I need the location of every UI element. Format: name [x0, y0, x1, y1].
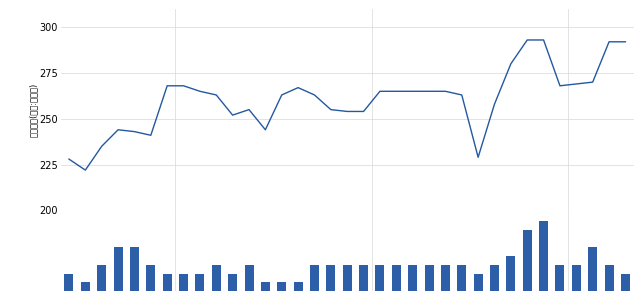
Bar	[294, 282, 303, 291]
Bar	[228, 273, 237, 291]
Bar	[113, 247, 123, 291]
Bar	[457, 265, 467, 291]
Bar	[81, 282, 90, 291]
Bar	[212, 265, 221, 291]
Bar	[605, 265, 614, 291]
Bar	[277, 282, 286, 291]
Bar	[424, 265, 433, 291]
Bar	[376, 265, 385, 291]
Bar	[572, 265, 581, 291]
Bar	[556, 265, 564, 291]
Bar	[244, 265, 253, 291]
Bar	[523, 230, 532, 291]
Bar	[539, 221, 548, 291]
Bar	[195, 273, 204, 291]
Bar	[163, 273, 172, 291]
Bar	[147, 265, 156, 291]
Bar	[359, 265, 368, 291]
Bar	[130, 247, 139, 291]
Bar	[65, 273, 74, 291]
Bar	[342, 265, 352, 291]
Bar	[490, 265, 499, 291]
Bar	[474, 273, 483, 291]
Bar	[326, 265, 335, 291]
Bar	[506, 256, 515, 291]
Bar	[97, 265, 106, 291]
Bar	[588, 247, 597, 291]
Bar	[261, 282, 270, 291]
Bar	[310, 265, 319, 291]
Y-axis label: 거래금액(단위:백만원): 거래금액(단위:백만원)	[29, 83, 38, 137]
Bar	[408, 265, 417, 291]
Bar	[179, 273, 188, 291]
Bar	[621, 273, 630, 291]
Bar	[392, 265, 401, 291]
Bar	[441, 265, 450, 291]
